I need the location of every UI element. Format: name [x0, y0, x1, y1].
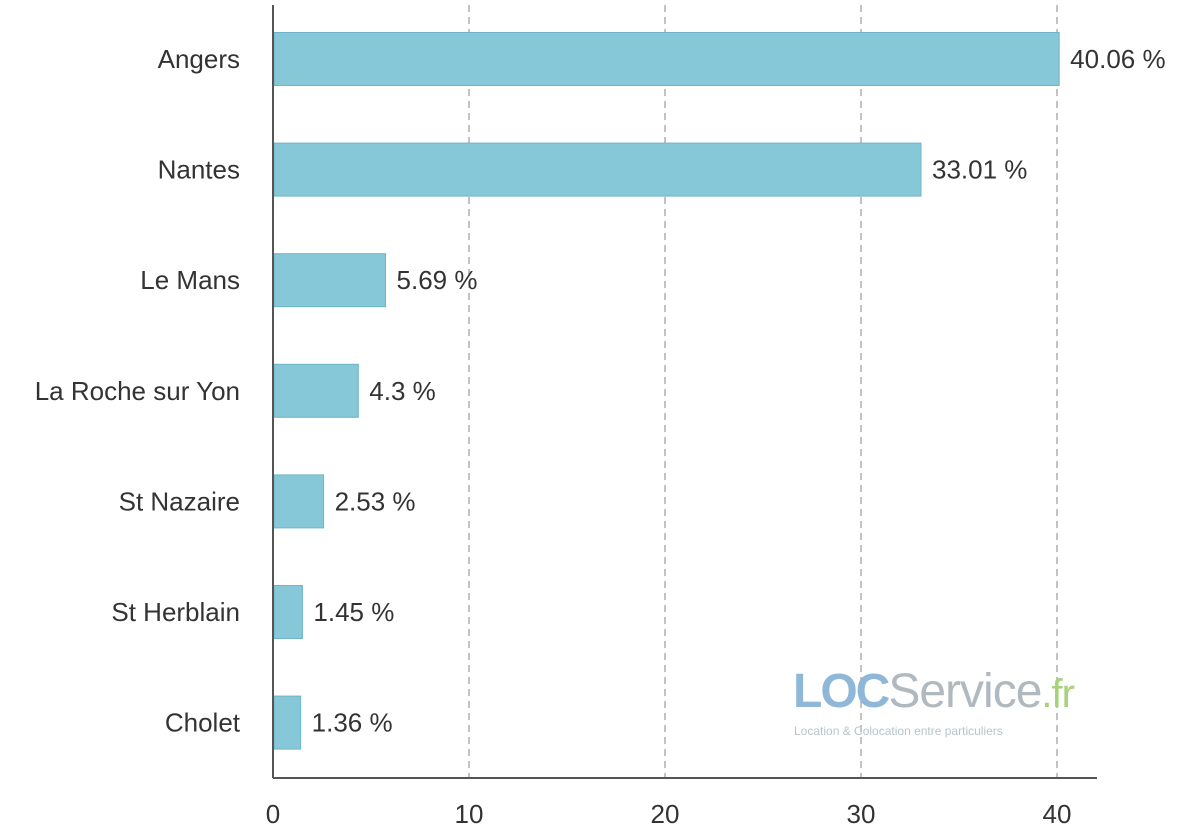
x-tick-label: 10: [455, 799, 484, 829]
bar: [273, 474, 325, 529]
category-label: Angers: [158, 44, 240, 74]
value-label: 5.69 %: [397, 265, 478, 295]
x-tick-label: 0: [266, 799, 280, 829]
bar: [273, 585, 303, 639]
logo-service: Service: [888, 665, 1042, 718]
value-label: 4.3 %: [369, 376, 436, 406]
category-label: St Herblain: [111, 597, 240, 627]
logo-wordmark: LOCService.fr: [793, 662, 1075, 724]
bar: [273, 363, 359, 418]
value-label: 2.53 %: [335, 486, 416, 516]
bar: [273, 695, 302, 750]
logo-tld: .fr: [1041, 672, 1075, 716]
value-label: 33.01 %: [932, 155, 1027, 185]
category-label: La Roche sur Yon: [35, 376, 240, 406]
value-label: 1.36 %: [312, 708, 393, 738]
grid-lines: [468, 5, 1058, 778]
axes: [272, 5, 1097, 779]
logo-tagline: Location & Colocation entre particuliers: [794, 724, 1003, 738]
category-label: Nantes: [158, 155, 240, 185]
category-label: Le Mans: [140, 265, 240, 295]
bar: [273, 253, 387, 308]
labels: 0 10 20 30 40 Angers 40.06 % Nantes 33.01 % Le Ma…: [35, 44, 1166, 829]
x-tick-label: 20: [651, 799, 680, 829]
value-label: 40.06 %: [1070, 44, 1165, 74]
x-tick-label: 40: [1043, 799, 1072, 829]
logo-loc: LOC: [793, 665, 890, 718]
x-tick-label: 30: [847, 799, 876, 829]
bar: [273, 32, 1060, 86]
category-label: Cholet: [165, 708, 241, 738]
bar: [273, 142, 922, 197]
value-label: 1.45 %: [313, 597, 394, 627]
locservice-logo: LOCService.fr Location & Colocation entr…: [793, 662, 1075, 752]
category-label: St Nazaire: [119, 486, 240, 516]
bars: [273, 32, 1060, 750]
